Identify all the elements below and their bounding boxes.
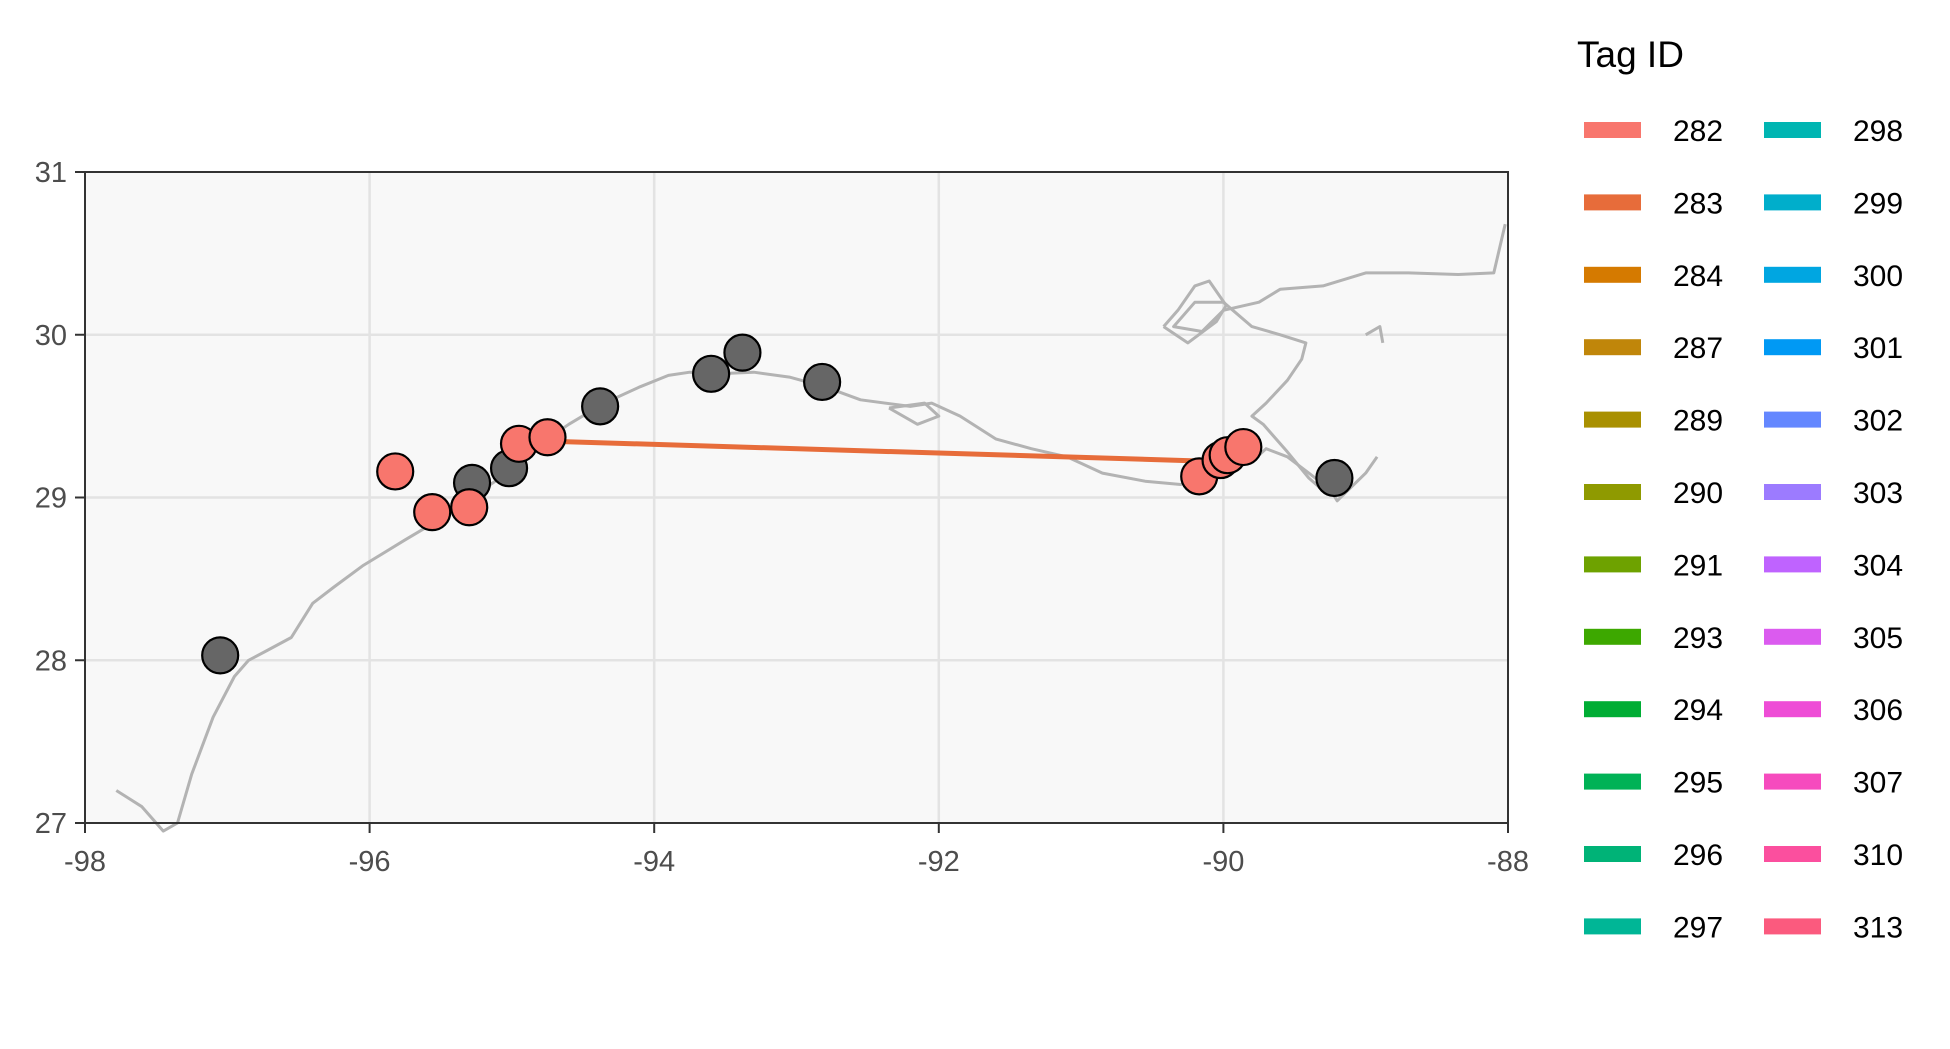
legend-label: 294 (1673, 694, 1723, 727)
legend-item-293: 293 (1584, 622, 1723, 655)
legend-label: 290 (1673, 477, 1723, 510)
legend-key (1764, 774, 1821, 790)
legend-key (1584, 701, 1641, 717)
legend-key (1764, 701, 1821, 717)
legend-key (1764, 556, 1821, 572)
x-tick-label: -88 (1487, 846, 1529, 878)
x-tick-label: -94 (633, 846, 675, 878)
legend-key (1584, 412, 1641, 428)
legend-label: 282 (1673, 115, 1723, 148)
legend-item-283: 283 (1584, 187, 1723, 220)
legend-key (1584, 194, 1641, 210)
legend-item-290: 290 (1584, 477, 1723, 510)
legend-label: 301 (1853, 332, 1903, 365)
legend-key (1584, 918, 1641, 934)
x-tick-label: -98 (64, 846, 106, 878)
detection-point (451, 489, 487, 525)
legend-item-295: 295 (1584, 767, 1723, 800)
legend-key (1764, 339, 1821, 355)
y-tick-label: 29 (35, 483, 67, 515)
detection-point (529, 419, 565, 455)
receiver-point (202, 637, 238, 673)
legend-item-296: 296 (1584, 839, 1723, 872)
legend-item-313: 313 (1764, 911, 1903, 944)
legend-item-304: 304 (1764, 549, 1903, 582)
legend-key (1764, 412, 1821, 428)
legend-label: 302 (1853, 405, 1903, 438)
detection-point (377, 453, 413, 489)
legend-item-300: 300 (1764, 260, 1903, 293)
legend-label: 304 (1853, 549, 1903, 582)
legend-label: 306 (1853, 694, 1903, 727)
legend-key (1584, 484, 1641, 500)
receiver-point (804, 364, 840, 400)
legend-label: 295 (1673, 767, 1723, 800)
y-tick-label: 28 (35, 645, 67, 677)
legend-item-298: 298 (1764, 115, 1903, 148)
legend-item-306: 306 (1764, 694, 1903, 727)
legend-label: 303 (1853, 477, 1903, 510)
legend-label: 293 (1673, 622, 1723, 655)
legend-key (1584, 339, 1641, 355)
legend-key (1764, 629, 1821, 645)
legend-key (1764, 122, 1821, 138)
legend-item-297: 297 (1584, 911, 1723, 944)
legend-key (1764, 846, 1821, 862)
legend-item-307: 307 (1764, 767, 1903, 800)
y-tick-label: 30 (35, 320, 67, 352)
legend-key (1764, 267, 1821, 283)
legend-key (1584, 629, 1641, 645)
legend-item-303: 303 (1764, 477, 1903, 510)
receiver-point (582, 388, 618, 424)
legend-label: 305 (1853, 622, 1903, 655)
legend-item-287: 287 (1584, 332, 1723, 365)
legend-label: 299 (1853, 187, 1903, 220)
detection-point (1225, 429, 1261, 465)
x-tick-label: -96 (349, 846, 391, 878)
receiver-point (1316, 460, 1352, 496)
legend-key (1584, 267, 1641, 283)
legend-item-305: 305 (1764, 622, 1903, 655)
legend-label: 291 (1673, 549, 1723, 582)
legend-item-284: 284 (1584, 260, 1723, 293)
detection-point (414, 494, 450, 530)
legend-item-302: 302 (1764, 405, 1903, 438)
legend-key (1764, 194, 1821, 210)
legend-label: 284 (1673, 260, 1723, 293)
legend-label: 300 (1853, 260, 1903, 293)
x-tick-label: -90 (1202, 846, 1244, 878)
legend-label: 310 (1853, 839, 1903, 872)
legend-item-289: 289 (1584, 405, 1723, 438)
legend-label: 287 (1673, 332, 1723, 365)
x-tick-label: -92 (918, 846, 960, 878)
legend-key (1584, 556, 1641, 572)
legend-key (1764, 484, 1821, 500)
legend-label: 289 (1673, 405, 1723, 438)
legend-key (1584, 122, 1641, 138)
legend: Tag ID 282 283 284 287 289 290 291 293 294 295 296… (1577, 34, 1903, 944)
legend-label: 298 (1853, 115, 1903, 148)
legend-item-301: 301 (1764, 332, 1903, 365)
legend-key (1764, 918, 1821, 934)
legend-item-294: 294 (1584, 694, 1723, 727)
legend-label: 297 (1673, 911, 1723, 944)
legend-label: 313 (1853, 911, 1903, 944)
legend-item-310: 310 (1764, 839, 1903, 872)
legend-item-299: 299 (1764, 187, 1903, 220)
legend-label: 296 (1673, 839, 1723, 872)
legend-label: 283 (1673, 187, 1723, 220)
legend-item-291: 291 (1584, 549, 1723, 582)
y-tick-label: 27 (35, 808, 67, 840)
legend-item-282: 282 (1584, 115, 1723, 148)
legend-key (1584, 846, 1641, 862)
legend-label: 307 (1853, 767, 1903, 800)
receiver-point (693, 356, 729, 392)
y-tick-label: 31 (35, 157, 67, 189)
legend-key (1584, 774, 1641, 790)
legend-title: Tag ID (1577, 34, 1684, 75)
receiver-point (724, 335, 760, 371)
